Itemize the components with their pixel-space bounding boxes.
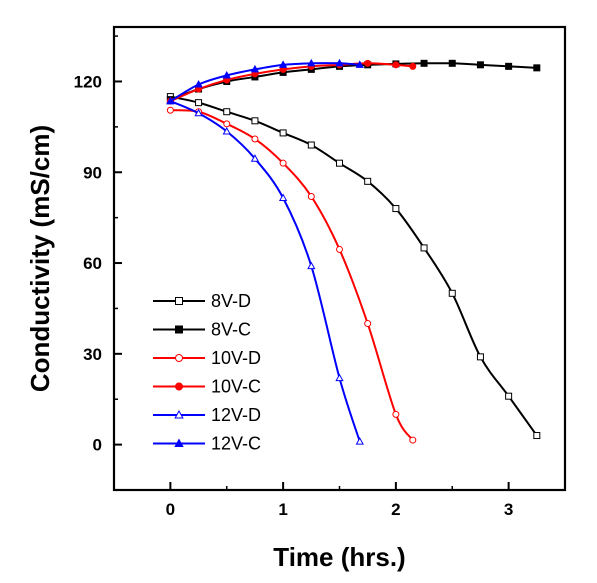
data-point: [355, 60, 364, 68]
data-point: [448, 289, 456, 297]
series-line: [170, 109, 414, 441]
data-point: [364, 320, 372, 328]
y-axis-ticks: 0 30 60 90 120: [74, 35, 122, 455]
y-tick-label: 0: [93, 436, 102, 455]
data-point: [392, 61, 400, 69]
data-point: [278, 193, 288, 202]
legend-label: 8V-C: [211, 320, 251, 340]
data-point: [166, 96, 175, 105]
legend: 8V-D 8V-C 10V-D 10V-C 12V-D 12V-C: [153, 291, 261, 454]
data-point: [533, 64, 541, 72]
y-tick-label: 30: [83, 345, 102, 364]
legend-marker: [174, 409, 184, 419]
data-point: [392, 410, 400, 418]
data-point: [335, 58, 344, 67]
legend-label: 8V-D: [211, 291, 251, 311]
data-point: [420, 244, 428, 252]
series-line: [169, 62, 413, 103]
data-point: [307, 58, 316, 67]
y-tick-label: 90: [83, 163, 102, 182]
data-point: [336, 245, 343, 253]
data-point: [409, 436, 417, 444]
series-12v-d: [166, 96, 364, 445]
data-point: [476, 353, 484, 361]
data-point: [222, 70, 231, 79]
legend-label: 12V-D: [211, 405, 261, 425]
data-point: [448, 59, 456, 67]
data-point: [307, 261, 316, 270]
legend-entry: 12V-D: [153, 405, 261, 425]
data-point: [364, 177, 372, 185]
data-point: [166, 106, 174, 114]
legend-entry: 10V-D: [153, 348, 261, 368]
legend-entry: 8V-C: [153, 320, 251, 340]
data-point: [355, 437, 364, 445]
data-point: [223, 108, 231, 116]
legend-entry: 12V-C: [153, 434, 261, 454]
series-line: [169, 100, 361, 442]
data-point: [336, 159, 343, 167]
legend-label: 12V-C: [211, 434, 261, 454]
x-axis-ticks: 0 1 2 3: [113, 482, 566, 519]
legend-label: 10V-D: [211, 348, 261, 368]
legend-entry: 10V-C: [153, 377, 261, 397]
series-8v-d: [166, 93, 541, 440]
x-tick-label: 3: [504, 500, 513, 519]
data-point: [195, 99, 203, 107]
data-point: [533, 432, 541, 440]
data-point: [307, 141, 315, 149]
data-point: [278, 60, 288, 68]
data-point: [279, 159, 287, 167]
data-point: [420, 59, 428, 67]
data-point: [194, 108, 203, 117]
legend-marker: [175, 297, 183, 305]
data-point: [476, 61, 484, 69]
plot-frame: [112, 25, 567, 492]
series-10v-d: [166, 106, 417, 444]
data-point: [250, 154, 260, 162]
data-point: [307, 192, 315, 200]
data-point: [335, 373, 344, 382]
x-tick-label: 1: [278, 500, 287, 519]
legend-marker: [175, 354, 183, 362]
data-point: [251, 117, 259, 125]
series-12v-c: [166, 58, 364, 105]
data-point: [364, 59, 372, 67]
data-point: [194, 80, 203, 88]
legend-label: 10V-C: [211, 377, 261, 397]
x-axis-title: Time (hrs.): [273, 542, 405, 572]
data-point: [250, 64, 260, 73]
y-tick-label: 120: [74, 72, 102, 91]
legend-marker: [174, 438, 184, 447]
data-point: [409, 62, 417, 70]
y-axis-title: Conductivity (mS/cm): [25, 125, 55, 392]
data-point: [505, 62, 513, 70]
data-point: [505, 392, 513, 400]
data-point: [223, 120, 231, 128]
y-tick-label: 60: [83, 254, 102, 273]
legend-marker: [175, 382, 183, 391]
data-point: [222, 126, 231, 135]
plot-series: [166, 58, 541, 445]
data-point: [392, 205, 400, 213]
data-point: [279, 129, 287, 137]
legend-marker: [175, 325, 183, 334]
data-point: [251, 135, 259, 143]
legend-entry: 8V-D: [153, 291, 251, 311]
x-tick-label: 0: [166, 500, 175, 519]
x-tick-label: 2: [391, 500, 400, 519]
